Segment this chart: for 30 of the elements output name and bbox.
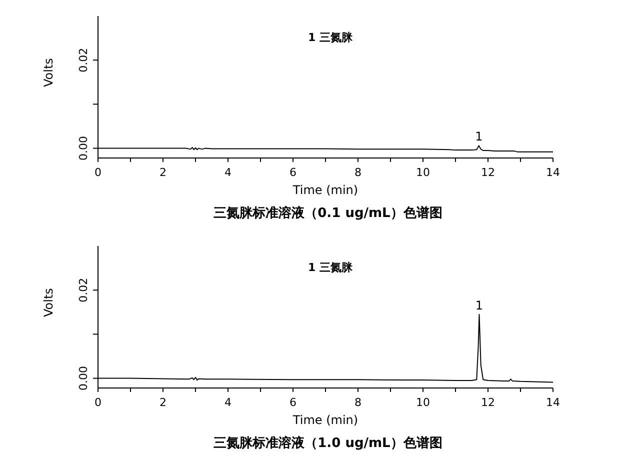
x-tick-label: 14 [546, 166, 560, 179]
x-tick-label: 8 [354, 396, 362, 409]
x-tick-label: 0 [94, 166, 102, 179]
y-axis-title: Volts [41, 288, 56, 317]
x-tick-label: 12 [481, 166, 495, 179]
x-tick-label: 6 [290, 396, 296, 409]
text: 三氮脒标准溶液（1.0 ug/mL）色谱图 [212, 434, 444, 452]
x-tick-label: 10 [416, 396, 430, 409]
annotation: 1 [475, 130, 483, 144]
x-tick-label: 8 [354, 166, 362, 179]
x-tick-label: 10 [416, 166, 430, 179]
x-tick-label: 6 [290, 166, 296, 179]
annotation: 1 [475, 298, 484, 312]
y-tick-label: 0.02 [77, 278, 90, 302]
x-axis-title: Time (min) [292, 183, 358, 197]
y-axis-title: Volts [41, 58, 56, 87]
x-tick-label: 2 [160, 166, 166, 179]
annotation: 1 三氮脒 [308, 30, 352, 45]
x-tick-label: 12 [481, 396, 495, 409]
x-tick-label: 4 [224, 166, 232, 179]
y-tick-label: 0.00 [77, 136, 90, 161]
x-tick-label: 0 [94, 396, 102, 409]
x-tick-label: 14 [546, 396, 560, 409]
y-tick-label: 0.00 [77, 366, 90, 391]
annotation: 1 三氮脒 [308, 260, 352, 275]
x-tick-label: 4 [224, 396, 232, 409]
y-tick-label: 0.02 [77, 48, 90, 72]
x-axis-title: Time (min) [292, 413, 358, 427]
x-tick-label: 2 [160, 396, 166, 409]
text: 三氮脒标准溶液（0.1 ug/mL）色谱图 [212, 204, 444, 222]
